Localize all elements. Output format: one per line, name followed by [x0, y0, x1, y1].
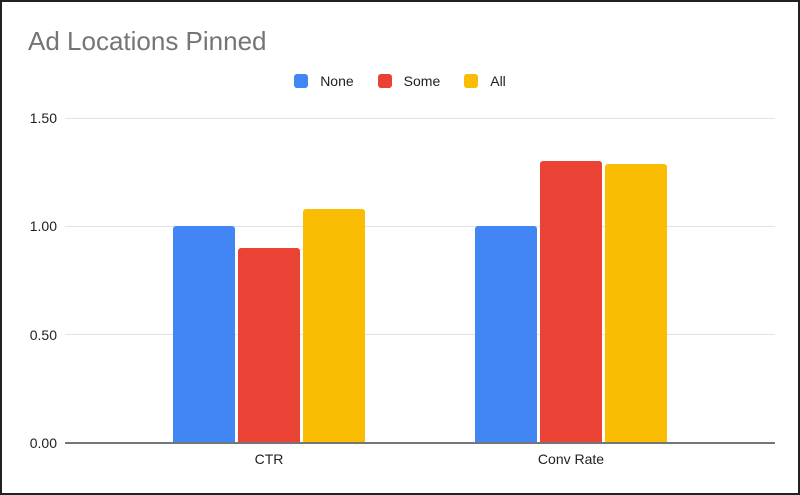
- bar-ctr-all: [303, 209, 365, 443]
- legend: None Some All: [2, 70, 798, 92]
- x-axis-category-label: CTR: [254, 451, 284, 467]
- y-axis-tick-label: 1.50: [29, 110, 57, 126]
- bar-conv-rate-some: [540, 161, 602, 443]
- x-axis-baseline: [65, 442, 775, 444]
- plot-area: [65, 117, 775, 444]
- legend-item-all: All: [464, 73, 506, 89]
- legend-label: All: [490, 73, 506, 89]
- x-axis-category-label: Conv Rate: [537, 451, 605, 467]
- gridline: [65, 225, 775, 227]
- bar-ctr-none: [173, 226, 235, 443]
- bar-conv-rate-all: [605, 163, 667, 443]
- bar-conv-rate-none: [475, 226, 537, 443]
- legend-swatch-icon: [294, 74, 309, 88]
- y-axis-tick-label: 1.00: [29, 218, 57, 235]
- legend-label: None: [320, 73, 354, 89]
- gridline: [65, 334, 775, 336]
- gridline: [65, 117, 775, 119]
- legend-item-some: Some: [377, 73, 441, 89]
- y-axis-tick-label: 0.50: [29, 326, 57, 343]
- chart-title: Ad Locations Pinned: [28, 26, 267, 56]
- legend-item-none: None: [294, 73, 354, 89]
- legend-swatch-icon: [377, 74, 392, 88]
- legend-swatch-icon: [464, 74, 479, 88]
- bar-ctr-some: [238, 248, 300, 443]
- legend-label: Some: [403, 73, 441, 89]
- y-axis-tick-label: 0.00: [29, 435, 57, 451]
